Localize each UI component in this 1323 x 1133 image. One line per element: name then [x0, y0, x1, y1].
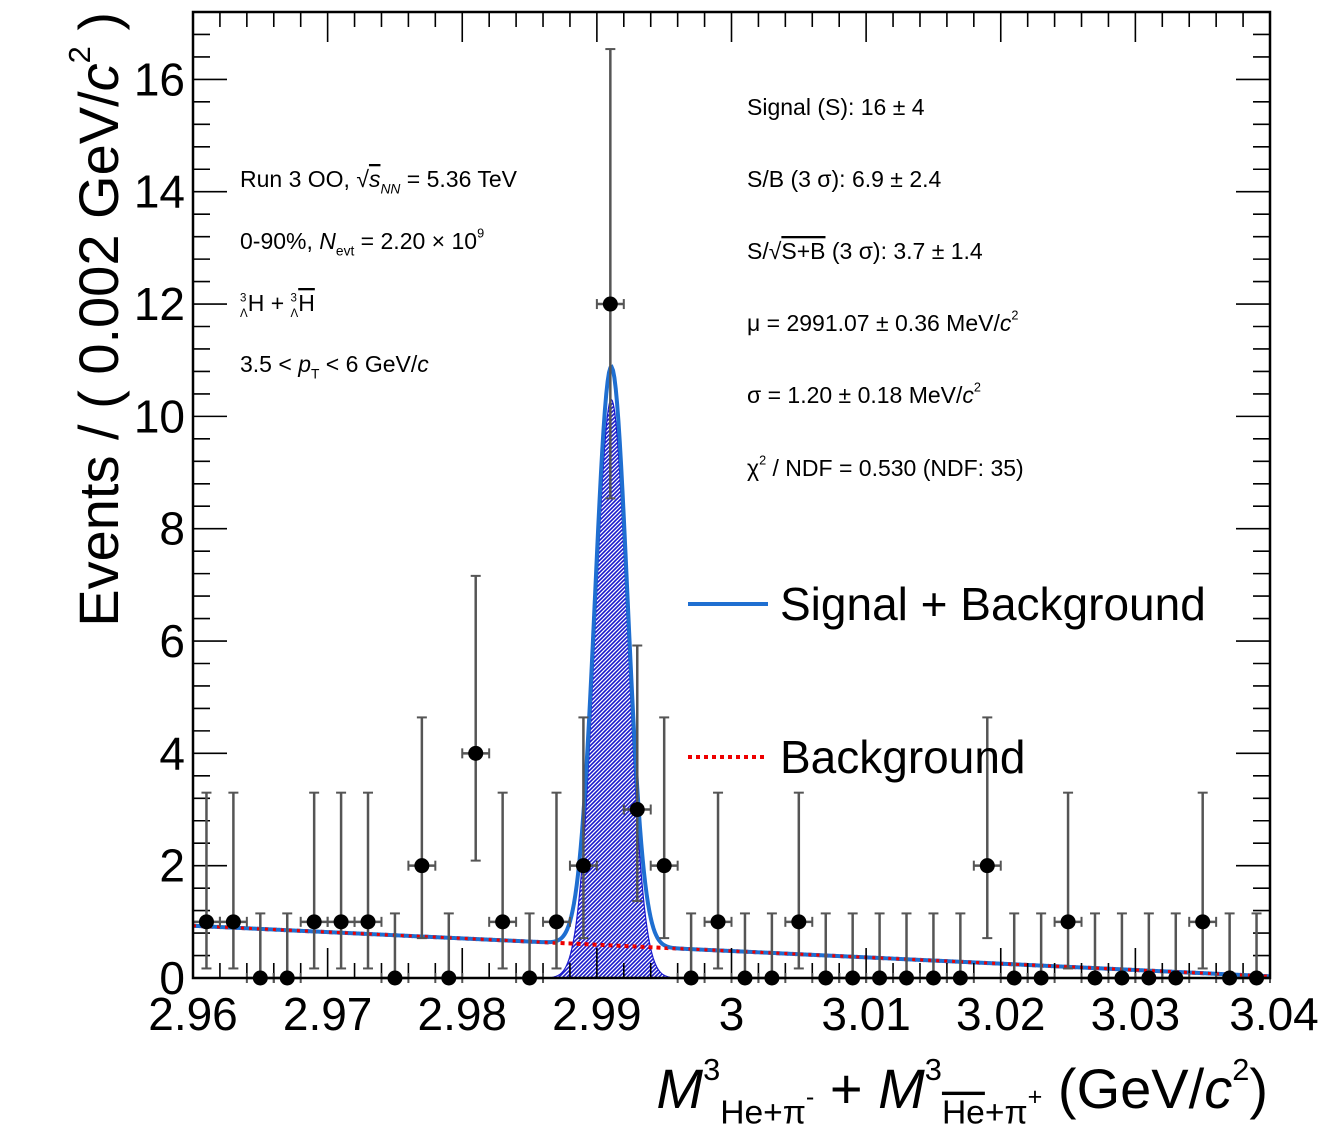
y-tick-label: 14 [134, 166, 185, 218]
data-marker [414, 858, 430, 874]
annotation-right-3: μ = 2991.07 ± 0.36 MeV/c2 [747, 309, 1018, 337]
legend-entry: Background [688, 731, 1026, 783]
data-marker [602, 296, 618, 312]
y-tick-label: 6 [159, 615, 185, 667]
data-marker [979, 858, 995, 874]
annotation-left-1: 0-90%, Nevt = 2.20 × 109 [240, 227, 484, 259]
data-marker [710, 914, 726, 930]
data-marker [548, 914, 564, 930]
x-tick-label: 3 [719, 988, 745, 1040]
data-point [353, 791, 383, 970]
data-point [703, 791, 733, 970]
data-point [218, 791, 248, 970]
y-tick-label: 4 [159, 727, 185, 779]
plot-frame [191, 10, 1272, 980]
legend-label: Background [780, 731, 1026, 783]
y-axis-title: Events / ( 0.002 GeV/c2 ) [62, 12, 130, 627]
legend-entry: Signal + Background [688, 578, 1206, 630]
x-tick-label: 2.99 [552, 988, 642, 1040]
annotation-right-1: S/B (3 σ): 6.9 ± 2.4 [747, 166, 941, 192]
x-tick-label: 3.03 [1091, 988, 1181, 1040]
data-point [1188, 791, 1218, 970]
data-point [192, 791, 221, 970]
data-marker [1195, 914, 1211, 930]
y-tick-label: 8 [159, 503, 185, 555]
data-point [461, 574, 491, 862]
y-tick-label: 10 [134, 390, 185, 442]
annotation-right-2: S/√S+B (3 σ): 3.7 ± 1.4 [747, 238, 983, 264]
y-tick-label: 12 [134, 278, 185, 330]
x-tick-label: 2.98 [417, 988, 507, 1040]
data-marker [1060, 914, 1076, 930]
x-axis-title: M3He+π- + M3He+π+ (GeV/c2) [656, 1052, 1268, 1132]
annotation-right-0: Signal (S): 16 ± 4 [747, 94, 925, 120]
data-marker [629, 802, 645, 818]
data-marker [198, 914, 214, 930]
annotation-right-4: σ = 1.20 ± 0.18 MeV/c2 [747, 381, 981, 409]
x-tick-label: 2.96 [148, 988, 238, 1040]
annotation-left-0: Run 3 OO, √sNN = 5.36 TeV [240, 166, 518, 196]
data-point [649, 716, 679, 940]
data-marker [225, 914, 241, 930]
y-tick-label: 2 [159, 840, 185, 892]
data-point [784, 791, 814, 970]
data-marker [575, 858, 591, 874]
data-point [1053, 791, 1083, 970]
x-tick-label: 3.01 [821, 988, 911, 1040]
background-fit-line-overlay [193, 924, 1270, 978]
legend-label: Signal + Background [780, 578, 1206, 630]
data-point [407, 716, 437, 940]
annotation-right-5: χ2 / NDF = 0.530 (NDF: 35) [747, 454, 1024, 482]
x-tick-label: 3.02 [956, 988, 1046, 1040]
data-marker [656, 858, 672, 874]
data-marker [468, 745, 484, 761]
data-point [326, 791, 356, 970]
signal-plus-background-curve [193, 364, 1270, 978]
data-point [299, 791, 329, 970]
x-tick-label: 3.04 [1229, 988, 1319, 1040]
x-tick-label: 2.97 [283, 988, 373, 1040]
data-marker [791, 914, 807, 930]
data-marker [360, 914, 376, 930]
signal-hatched-area [552, 398, 671, 978]
data-point [622, 644, 652, 903]
annotation-left-3: 3.5 < pT < 6 GeV/c [240, 351, 429, 381]
annotation-left-2: 3 ΛH + 3 ΛH [240, 290, 315, 320]
y-tick-label: 0 [159, 952, 185, 1004]
data-marker [495, 914, 511, 930]
data-marker [333, 914, 349, 930]
data-point [972, 716, 1002, 940]
data-marker [306, 914, 322, 930]
y-tick-label: 16 [134, 53, 185, 105]
